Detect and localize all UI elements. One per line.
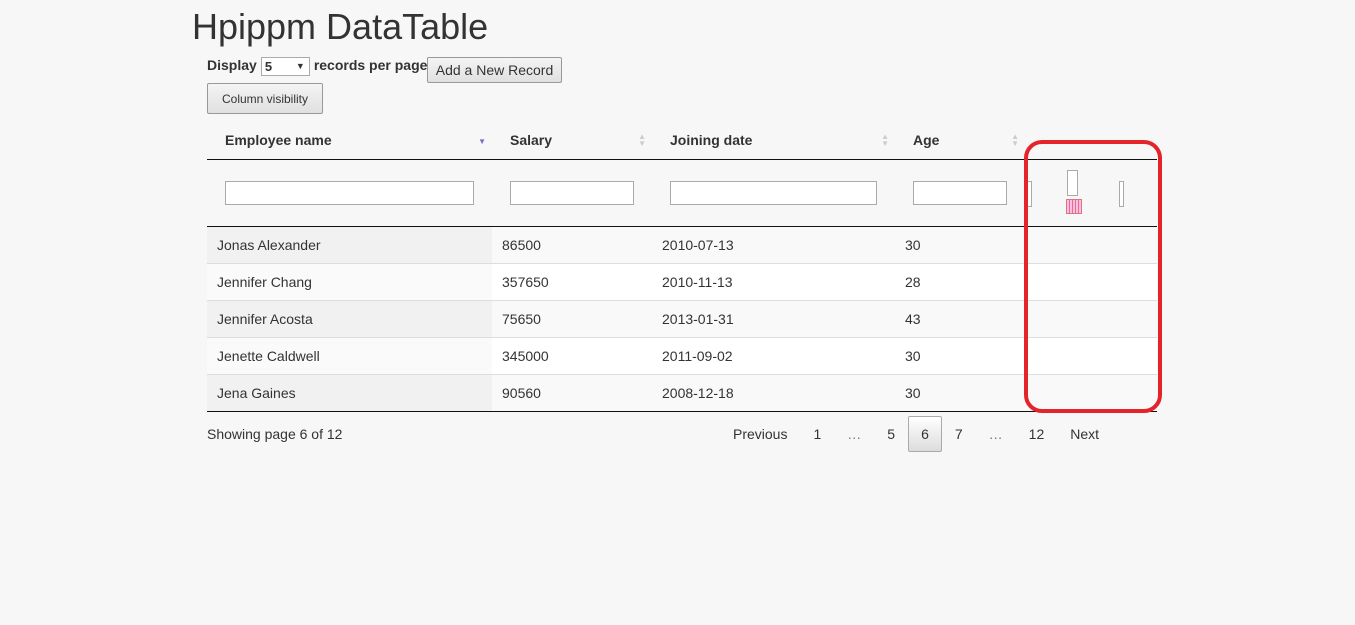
records-per-page-select[interactable]: 5 ▼ (260, 57, 310, 76)
age-cell: 30 (895, 226, 1025, 264)
add-record-button[interactable]: Add a New Record (427, 57, 562, 83)
employee-name-cell: Jennifer Acosta (207, 300, 492, 338)
age-cell: 28 (895, 263, 1025, 301)
header-employee-name[interactable]: Employee name ▼ (207, 120, 492, 160)
filter-cell (207, 159, 492, 227)
table-info: Showing page 6 of 12 (207, 426, 343, 442)
previous-button[interactable]: Previous (733, 426, 788, 442)
data-table: Employee name ▼ Salary ▲ ▼ Joining date ▲ ▼ A… (207, 120, 1157, 412)
extra-filter-cell (1025, 159, 1157, 227)
employee-name-filter[interactable] (225, 181, 474, 205)
salary-filter[interactable] (510, 181, 634, 205)
column-visibility-button[interactable]: Column visibility (207, 83, 323, 114)
age-cell: 30 (895, 337, 1025, 375)
calendar-icon[interactable] (1066, 199, 1082, 214)
employee-name-cell: Jennifer Chang (207, 263, 492, 301)
joining-date-cell: 2008-12-18 (652, 374, 895, 412)
age-cell: 43 (895, 300, 1025, 338)
extra-cell (1025, 226, 1157, 264)
range-max-input[interactable] (1119, 181, 1124, 207)
chevron-down-icon: ▼ (295, 61, 305, 71)
select-value: 5 (264, 59, 273, 74)
header-label: Salary (510, 131, 553, 148)
length-suffix: records per page (313, 57, 428, 73)
filter-cell (895, 159, 1025, 227)
page-title: Hpippm DataTable (192, 6, 489, 47)
table-row[interactable]: Jena Gaines 90560 2008-12-18 30 (207, 374, 1157, 412)
next-button[interactable]: Next (1070, 426, 1100, 442)
extra-cell (1025, 374, 1157, 412)
employee-name-cell: Jenette Caldwell (207, 337, 492, 375)
salary-cell: 86500 (492, 226, 652, 264)
highlight-box (1024, 140, 1162, 413)
extra-cell (1025, 263, 1157, 301)
header-label: Age (913, 131, 940, 148)
filter-cell (652, 159, 895, 227)
employee-name-cell: Jena Gaines (207, 374, 492, 412)
salary-cell: 345000 (492, 337, 652, 375)
table-row[interactable]: Jonas Alexander 86500 2010-07-13 30 (207, 226, 1157, 264)
age-filter[interactable] (913, 181, 1007, 205)
sort-icon: ▲ ▼ (638, 132, 646, 148)
header-extra (1025, 120, 1157, 160)
salary-cell: 90560 (492, 374, 652, 412)
joining-date-cell: 2010-07-13 (652, 226, 895, 264)
header-joining-date[interactable]: Joining date ▲ ▼ (652, 120, 895, 160)
joining-date-cell: 2013-01-31 (652, 300, 895, 338)
employee-name-cell: Jonas Alexander (207, 226, 492, 264)
table-row[interactable]: Jennifer Acosta 75650 2013-01-31 43 (207, 300, 1157, 338)
salary-cell: 75650 (492, 300, 652, 338)
sort-desc-icon: ▼ (478, 137, 486, 146)
joining-date-cell: 2011-09-02 (652, 337, 895, 375)
extra-cell (1025, 300, 1157, 338)
joining-date-cell: 2010-11-13 (652, 263, 895, 301)
ellipsis: … (847, 426, 862, 442)
header-label: Employee name (225, 131, 332, 148)
page-1[interactable]: 1 (813, 426, 822, 442)
page-5[interactable]: 5 (887, 426, 896, 442)
sort-icon: ▲ ▼ (881, 132, 889, 148)
header-age[interactable]: Age ▲ ▼ (895, 120, 1025, 160)
header-label: Joining date (670, 131, 753, 148)
page-6-current[interactable]: 6 (908, 416, 942, 452)
date-filter-input[interactable] (1067, 170, 1078, 196)
table-row[interactable]: Jennifer Chang 357650 2010-11-13 28 (207, 263, 1157, 301)
age-cell: 30 (895, 374, 1025, 412)
page-12[interactable]: 12 (1028, 426, 1045, 442)
joining-date-filter[interactable] (670, 181, 877, 205)
pagination: Previous 1 … 5 6 7 … 12 Next (720, 416, 1112, 452)
sort-icon: ▲ ▼ (1011, 132, 1019, 148)
filter-cell (492, 159, 652, 227)
header-salary[interactable]: Salary ▲ ▼ (492, 120, 652, 160)
ellipsis: … (988, 426, 1003, 442)
length-control: Display 5 ▼ records per page (207, 57, 427, 76)
salary-cell: 357650 (492, 263, 652, 301)
extra-cell (1025, 337, 1157, 375)
length-prefix: Display (207, 57, 257, 73)
table-row[interactable]: Jenette Caldwell 345000 2011-09-02 30 (207, 337, 1157, 375)
page-7[interactable]: 7 (954, 426, 963, 442)
